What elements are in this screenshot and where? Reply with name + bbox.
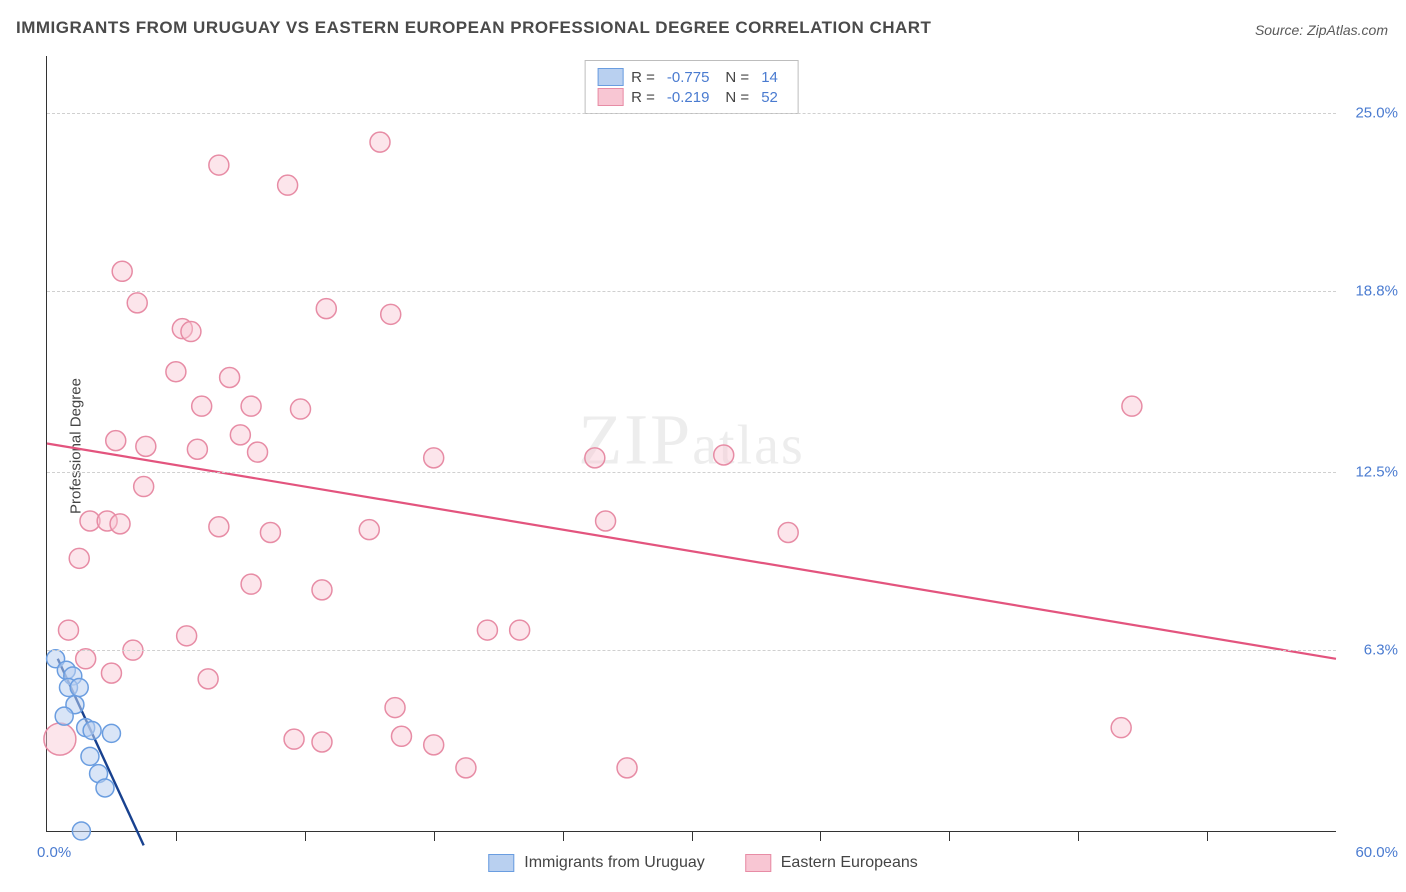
data-point — [596, 511, 616, 531]
data-point — [585, 448, 605, 468]
r-value-uruguay: -0.775 — [667, 69, 710, 86]
stats-row-uruguay: R = -0.775 N = 14 — [597, 67, 786, 87]
gridline — [47, 472, 1336, 473]
data-point — [192, 396, 212, 416]
data-point — [209, 517, 229, 537]
data-point — [1111, 718, 1131, 738]
y-tick-label: 18.8% — [1355, 283, 1398, 300]
data-point — [241, 396, 261, 416]
data-point — [76, 649, 96, 669]
data-point — [58, 620, 78, 640]
legend-label-eastern: Eastern Europeans — [781, 854, 918, 872]
swatch-uruguay — [597, 68, 623, 86]
x-tick — [1078, 831, 1079, 841]
y-tick-label: 6.3% — [1364, 642, 1398, 659]
x-origin-label: 0.0% — [37, 844, 71, 861]
data-point — [127, 293, 147, 313]
y-tick-label: 12.5% — [1355, 464, 1398, 481]
data-point — [136, 436, 156, 456]
x-tick — [1207, 831, 1208, 841]
swatch-uruguay-icon — [488, 854, 514, 872]
data-point — [778, 522, 798, 542]
data-point — [391, 726, 411, 746]
data-point — [44, 723, 76, 755]
data-point — [101, 663, 121, 683]
data-point — [181, 322, 201, 342]
data-point — [230, 425, 250, 445]
x-tick — [176, 831, 177, 841]
x-tick — [434, 831, 435, 841]
data-point — [316, 299, 336, 319]
r-label: R = — [631, 69, 655, 86]
data-point — [714, 445, 734, 465]
data-point — [55, 707, 73, 725]
data-point — [69, 548, 89, 568]
data-point — [72, 822, 90, 840]
data-point — [83, 722, 101, 740]
r-label: R = — [631, 89, 655, 106]
data-point — [177, 626, 197, 646]
r-value-eastern: -0.219 — [667, 89, 710, 106]
data-point — [209, 155, 229, 175]
data-point — [260, 522, 280, 542]
bottom-legend: Immigrants from Uruguay Eastern European… — [488, 854, 917, 872]
data-point — [220, 367, 240, 387]
x-tick — [692, 831, 693, 841]
source-attribution: Source: ZipAtlas.com — [1255, 22, 1388, 38]
data-point — [284, 729, 304, 749]
data-point — [134, 477, 154, 497]
x-max-label: 60.0% — [1355, 844, 1398, 861]
data-point — [456, 758, 476, 778]
gridline — [47, 113, 1336, 114]
data-point — [510, 620, 530, 640]
data-point — [385, 698, 405, 718]
data-point — [477, 620, 497, 640]
data-point — [617, 758, 637, 778]
n-label: N = — [725, 69, 749, 86]
scatter-svg — [47, 56, 1336, 831]
data-point — [1122, 396, 1142, 416]
n-value-eastern: 52 — [761, 89, 778, 106]
data-point — [106, 431, 126, 451]
data-point — [370, 132, 390, 152]
data-point — [81, 747, 99, 765]
n-value-uruguay: 14 — [761, 69, 778, 86]
data-point — [312, 732, 332, 752]
data-point — [198, 669, 218, 689]
data-point — [166, 362, 186, 382]
data-point — [424, 735, 444, 755]
x-tick — [820, 831, 821, 841]
gridline — [47, 650, 1336, 651]
swatch-eastern — [597, 88, 623, 106]
x-tick — [949, 831, 950, 841]
trend-line — [47, 444, 1336, 659]
chart-title: IMMIGRANTS FROM URUGUAY VS EASTERN EUROP… — [16, 18, 931, 38]
data-point — [248, 442, 268, 462]
data-point — [291, 399, 311, 419]
y-tick-label: 25.0% — [1355, 105, 1398, 122]
data-point — [187, 439, 207, 459]
swatch-eastern-icon — [745, 854, 771, 872]
n-label: N = — [725, 89, 749, 106]
data-point — [359, 520, 379, 540]
data-point — [112, 261, 132, 281]
data-point — [70, 678, 88, 696]
gridline — [47, 291, 1336, 292]
data-point — [102, 724, 120, 742]
data-point — [424, 448, 444, 468]
data-point — [110, 514, 130, 534]
stats-row-eastern: R = -0.219 N = 52 — [597, 87, 786, 107]
x-tick — [305, 831, 306, 841]
x-tick — [563, 831, 564, 841]
legend-item-eastern: Eastern Europeans — [745, 854, 918, 872]
plot-area: ZIPatlas R = -0.775 N = 14 R = -0.219 N … — [46, 56, 1336, 832]
data-point — [381, 304, 401, 324]
data-point — [312, 580, 332, 600]
legend-label-uruguay: Immigrants from Uruguay — [524, 854, 705, 872]
data-point — [278, 175, 298, 195]
stats-legend: R = -0.775 N = 14 R = -0.219 N = 52 — [584, 60, 799, 114]
data-point — [96, 779, 114, 797]
legend-item-uruguay: Immigrants from Uruguay — [488, 854, 705, 872]
data-point — [241, 574, 261, 594]
